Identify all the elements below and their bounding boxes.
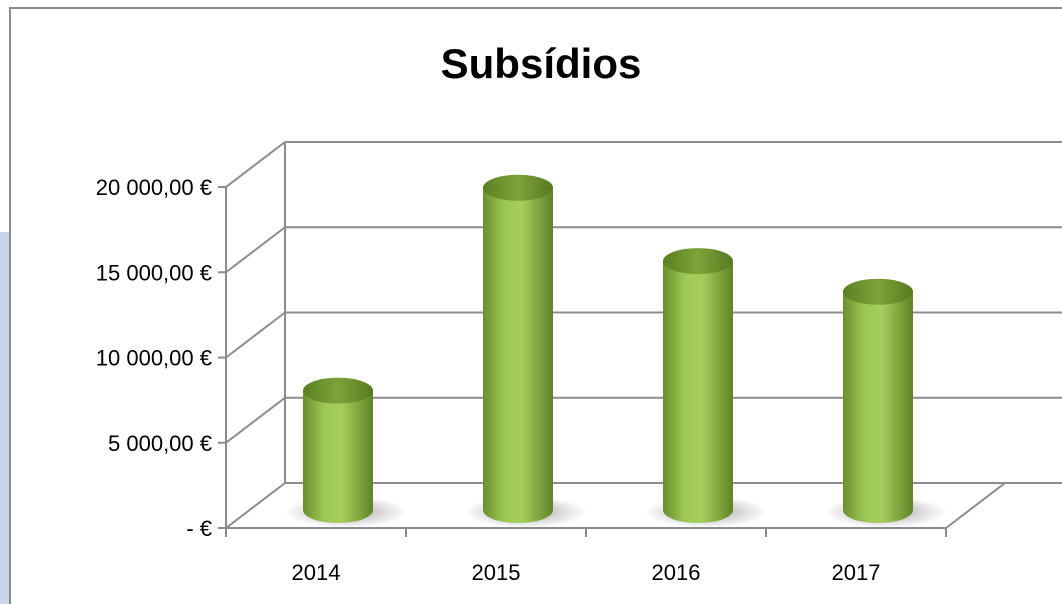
- bar-top: [483, 174, 553, 201]
- bar-body: [483, 187, 553, 523]
- bar-2017: [825, 278, 947, 528]
- y-tick-label: 15 000,00 €: [96, 260, 212, 285]
- bar-top: [843, 278, 913, 305]
- gridline-diagonal: [225, 396, 286, 444]
- bar-2014: [285, 377, 407, 528]
- x-tick-label: 2017: [832, 560, 881, 585]
- chart-title: Subsídios: [440, 40, 642, 87]
- y-tick-label: 20 000,00 €: [96, 175, 212, 200]
- labels-layer: - € 5 000,00 € 10 000,00 € 15 000,00 € 20 00…: [96, 175, 881, 585]
- floor-right-edge: [945, 482, 1006, 529]
- y-tick-label: - €: [186, 516, 212, 541]
- x-tick-label: 2014: [292, 560, 341, 585]
- bars-layer: [285, 174, 947, 528]
- bar-body: [843, 291, 913, 523]
- bar-2015: [465, 174, 587, 528]
- gridline-diagonal: [225, 141, 286, 188]
- gridline-diagonal: [225, 226, 286, 274]
- gridline-diagonal: [225, 482, 286, 529]
- x-tick-label: 2015: [472, 560, 521, 585]
- bar-body: [303, 390, 373, 523]
- x-tick-label: 2016: [652, 560, 701, 585]
- gridline-diagonal: [225, 311, 286, 359]
- bar-top: [303, 377, 373, 404]
- y-tick-label: 5 000,00 €: [108, 431, 212, 456]
- bar-body: [663, 261, 733, 523]
- y-tick-label: 10 000,00 €: [96, 346, 212, 371]
- bar-top: [663, 248, 733, 275]
- bar-2016: [645, 248, 767, 528]
